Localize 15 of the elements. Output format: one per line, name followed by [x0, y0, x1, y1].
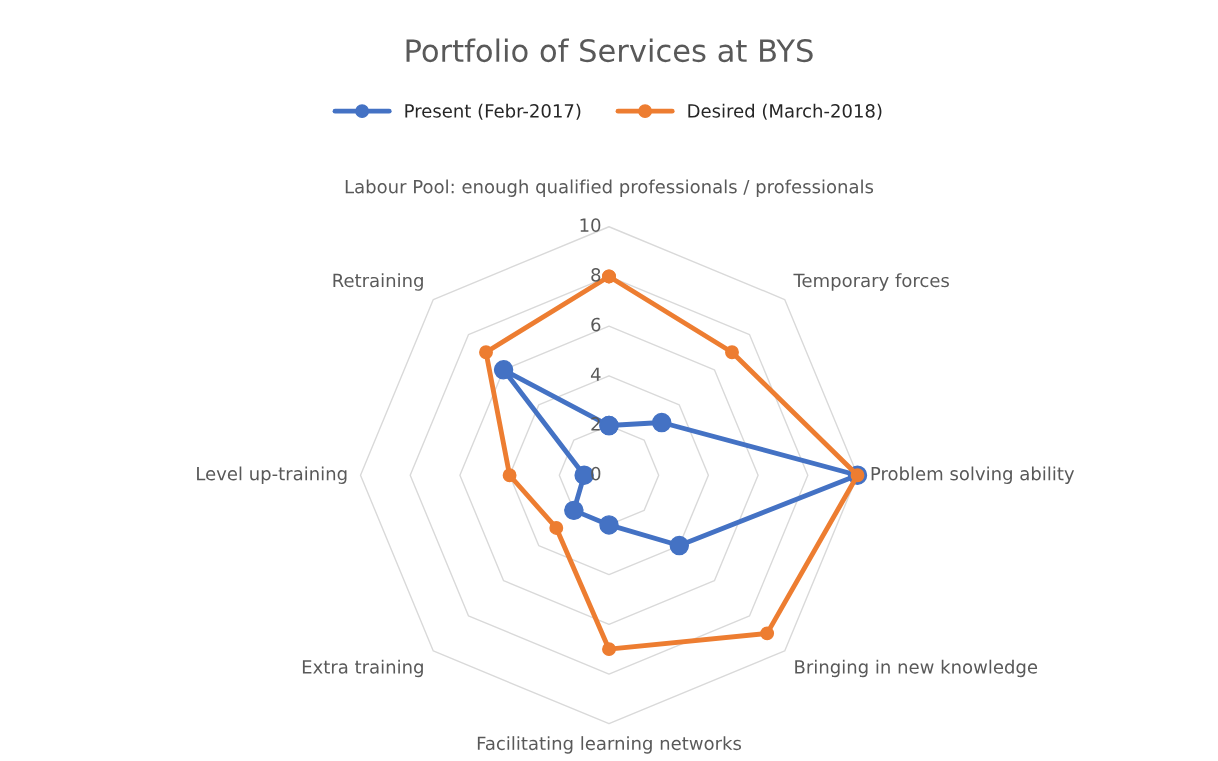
spoke-label: Extra training: [302, 659, 423, 678]
y-tick-label: 10: [580, 218, 601, 232]
spoke-label: Problem solving ability: [871, 466, 1075, 484]
legend-label: Desired (March-2018): [688, 103, 882, 120]
spoke-label: Temporary forces: [793, 273, 949, 291]
y-tick-label: 6: [591, 317, 601, 332]
spoke-label: Labour Pool: enough qualified professionals / professionals: [345, 179, 874, 197]
spoke-label: Retraining: [333, 273, 423, 291]
y-tick-label: 8: [591, 268, 601, 282]
y-tick-label: 4: [590, 367, 601, 381]
chart-title: Portfolio of Services at BYS: [406, 38, 813, 63]
spoke-label: Facilitating learning networks: [477, 736, 742, 754]
legend-label: Present (Febr-2017): [405, 103, 581, 120]
spoke-label: Bringing in new knowledge: [795, 659, 1038, 678]
spoke-label: Level up-training: [197, 466, 347, 484]
